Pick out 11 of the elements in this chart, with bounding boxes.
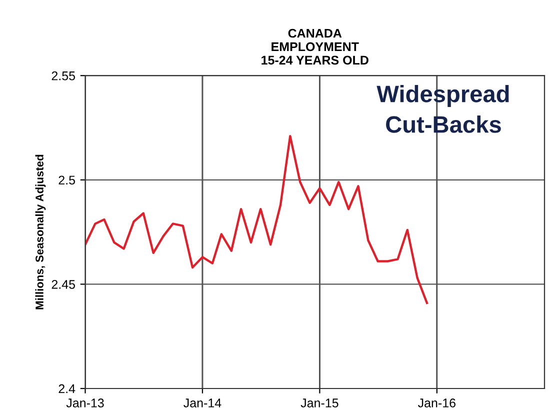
y-tick-label: 2.55 [52, 71, 76, 80]
y-tick-label: 2.5 [58, 176, 76, 185]
y-tick-label: 2.4 [58, 384, 76, 394]
x-tick-label: Jan-15 [300, 398, 338, 408]
x-tick-label: Jan-13 [66, 398, 104, 408]
y-axis-title: Millions, Seasonally Adjusted [35, 154, 46, 310]
chart-title: CANADA EMPLOYMENT 15-24 YEARS OLD [262, 28, 368, 65]
line-series [85, 134, 428, 304]
x-tick-label: Jan-14 [184, 398, 222, 408]
x-tick-label: Jan-16 [418, 398, 456, 408]
y-tick-label: 2.45 [52, 280, 76, 289]
